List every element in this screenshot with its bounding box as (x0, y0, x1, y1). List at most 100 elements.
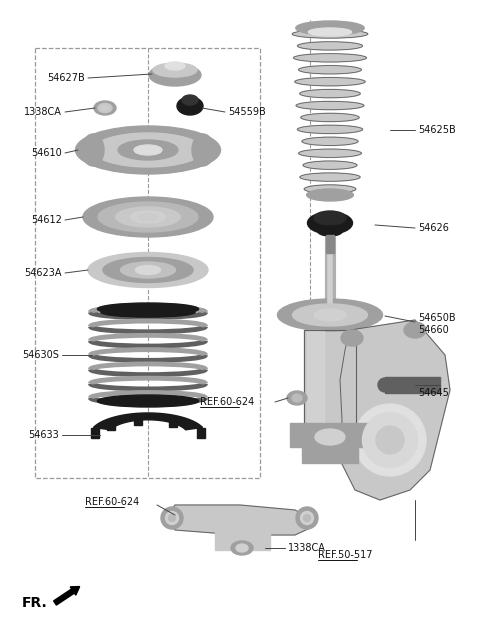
Ellipse shape (308, 28, 351, 36)
Ellipse shape (304, 185, 356, 193)
Ellipse shape (93, 133, 203, 167)
Ellipse shape (314, 211, 346, 225)
Bar (168, 417, 177, 427)
Text: 54612: 54612 (31, 215, 62, 225)
Ellipse shape (404, 322, 426, 338)
Ellipse shape (302, 137, 358, 146)
Ellipse shape (376, 426, 404, 454)
Ellipse shape (314, 309, 346, 321)
Polygon shape (165, 505, 310, 535)
Bar (91, 428, 99, 438)
Text: 54610: 54610 (31, 148, 62, 158)
Text: 54645: 54645 (418, 388, 449, 398)
Ellipse shape (378, 378, 392, 392)
Bar (326, 235, 334, 253)
Text: 54627B: 54627B (47, 73, 85, 83)
Ellipse shape (303, 514, 311, 521)
Ellipse shape (296, 507, 318, 529)
Text: 54626: 54626 (418, 223, 449, 233)
Ellipse shape (134, 145, 162, 155)
Ellipse shape (298, 42, 362, 50)
Ellipse shape (292, 304, 368, 326)
Ellipse shape (231, 541, 253, 555)
Bar (215, 530, 270, 550)
Ellipse shape (292, 394, 302, 402)
Ellipse shape (101, 105, 108, 110)
Ellipse shape (315, 429, 345, 445)
Ellipse shape (307, 189, 353, 201)
Text: REF.60-624: REF.60-624 (200, 397, 254, 407)
Ellipse shape (97, 395, 199, 407)
Ellipse shape (116, 207, 180, 227)
Ellipse shape (295, 78, 365, 86)
Ellipse shape (153, 63, 197, 77)
Ellipse shape (98, 202, 198, 232)
Ellipse shape (299, 66, 361, 74)
Bar (107, 420, 115, 430)
Text: 54630S: 54630S (22, 350, 59, 360)
Ellipse shape (139, 213, 157, 220)
Ellipse shape (301, 114, 359, 122)
Ellipse shape (354, 404, 426, 476)
Ellipse shape (192, 134, 214, 166)
Text: 54623A: 54623A (24, 268, 62, 278)
Ellipse shape (94, 101, 116, 115)
Bar (290, 423, 370, 447)
Text: 54559B: 54559B (228, 107, 266, 117)
Text: REF.60-624: REF.60-624 (85, 497, 139, 507)
Ellipse shape (236, 544, 248, 552)
Ellipse shape (296, 102, 364, 110)
Text: REF.50-517: REF.50-517 (318, 550, 372, 560)
FancyArrow shape (54, 587, 80, 605)
Bar (134, 415, 142, 425)
Ellipse shape (161, 507, 183, 529)
Ellipse shape (277, 299, 383, 331)
Ellipse shape (341, 330, 363, 346)
Ellipse shape (296, 21, 364, 35)
Ellipse shape (118, 140, 178, 160)
Text: 1338CA: 1338CA (288, 543, 326, 553)
Ellipse shape (362, 413, 418, 468)
Ellipse shape (120, 262, 176, 278)
Ellipse shape (165, 62, 185, 70)
Bar (304, 330, 356, 430)
Ellipse shape (135, 266, 160, 274)
Ellipse shape (308, 212, 352, 234)
Ellipse shape (98, 103, 112, 112)
Ellipse shape (88, 252, 208, 288)
Bar (307, 330, 324, 430)
Text: 54660: 54660 (418, 325, 449, 335)
Ellipse shape (149, 64, 201, 86)
Bar (304, 330, 356, 430)
Ellipse shape (166, 512, 179, 524)
Text: 54650B: 54650B (418, 313, 456, 323)
Ellipse shape (103, 257, 193, 283)
Bar (302, 445, 358, 463)
Text: FR.: FR. (22, 596, 48, 610)
Ellipse shape (83, 197, 213, 237)
Text: 54625B: 54625B (418, 125, 456, 135)
Bar (35, 48, 260, 478)
Bar (197, 428, 204, 438)
Text: 1338CA: 1338CA (24, 107, 62, 117)
Ellipse shape (299, 149, 361, 157)
Ellipse shape (177, 97, 203, 115)
Ellipse shape (131, 211, 166, 223)
Ellipse shape (293, 54, 367, 62)
Ellipse shape (82, 134, 104, 166)
Ellipse shape (317, 226, 343, 236)
Bar (385, 377, 440, 393)
Ellipse shape (287, 391, 307, 405)
Ellipse shape (101, 307, 195, 317)
Polygon shape (340, 320, 450, 500)
Ellipse shape (300, 90, 360, 98)
Ellipse shape (75, 126, 220, 174)
Ellipse shape (303, 161, 357, 169)
Ellipse shape (292, 30, 368, 38)
Ellipse shape (300, 173, 360, 181)
Ellipse shape (168, 514, 176, 521)
Ellipse shape (97, 303, 199, 315)
Ellipse shape (297, 125, 363, 134)
Text: 54633: 54633 (28, 430, 59, 440)
Ellipse shape (182, 95, 198, 105)
